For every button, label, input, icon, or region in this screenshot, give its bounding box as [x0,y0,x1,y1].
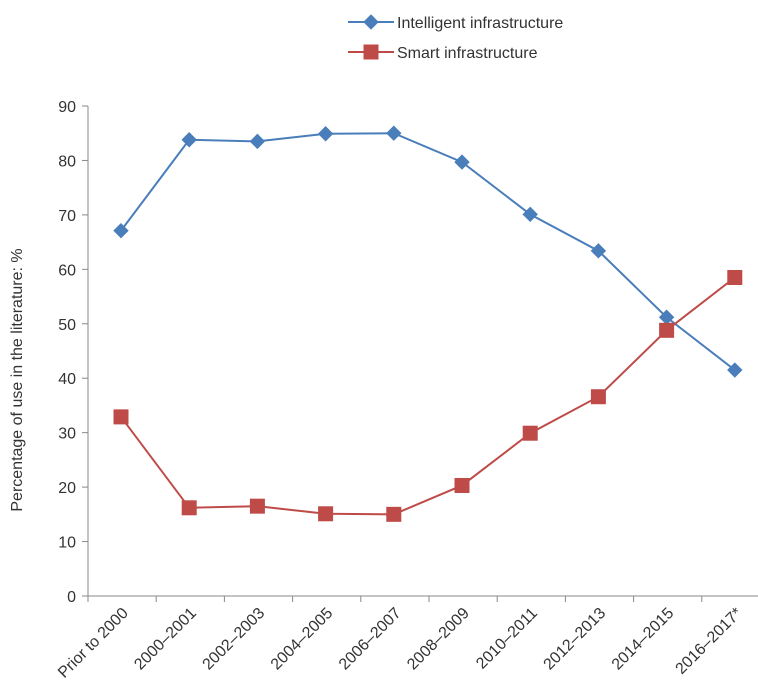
x-tick-label: 2000–2001 [131,605,200,674]
series-layer [113,125,743,522]
y-axis-title: Percentage of use in the literature: % [9,248,26,511]
x-tick-label: 2008–2009 [404,605,473,674]
y-tick-label: 30 [58,426,76,443]
data-point [454,154,470,170]
series-line [120,276,736,516]
diamond-marker-icon [363,14,379,30]
x-tick-label: Prior to 2000 [55,605,132,682]
y-tick-label: 90 [58,99,76,116]
legend-item: Intelligent infrastructure [348,14,563,32]
y-axis: 0 10 20 30 40 50 60 70 80 90 [58,99,89,606]
legend-item: Smart infrastructure [348,44,538,62]
x-tick-label: 2002–2003 [200,605,269,674]
y-tick-label: 70 [58,208,76,225]
data-point [317,126,334,142]
data-point [727,362,743,378]
data-point [113,409,129,425]
square-marker-icon [363,44,379,60]
data-point [386,506,402,522]
data-point [454,477,470,493]
x-tick-label: 2004–2005 [268,605,337,674]
x-tick-label: 2016–2017* [673,605,746,678]
y-tick-label: 10 [58,535,76,552]
data-point [113,222,129,239]
series-1 [113,270,743,522]
data-point [590,389,606,405]
data-point [249,133,266,150]
y-tick-label: 50 [58,317,76,334]
data-point [659,322,675,338]
data-point [522,206,538,223]
series-line [120,132,736,371]
data-point [522,425,538,441]
x-tick-label: 2006–2007 [336,605,405,674]
x-tick-label: 2014–2015 [609,605,678,674]
legend: Intelligent infrastructure Smart infrastr… [348,14,563,62]
y-tick-label: 20 [58,480,76,497]
data-point [318,506,334,522]
x-tick-label: 2010–2011 [473,605,541,673]
x-tick-label: 2012–2013 [541,605,610,674]
x-axis: Prior to 2000 2000–2001 2002–2003 2004–2005… [55,595,758,682]
y-tick-label: 60 [58,262,76,279]
y-tick-label: 80 [58,153,76,170]
data-point [181,500,197,516]
legend-label: Smart infrastructure [397,45,538,62]
data-point [590,243,607,259]
data-point [727,270,743,285]
legend-label: Intelligent infrastructure [397,15,563,32]
y-tick-label: 0 [67,589,76,606]
series-0 [113,125,743,378]
data-point [386,125,402,141]
y-tick-label: 40 [58,371,76,388]
data-point [181,132,197,148]
data-point [249,498,265,514]
